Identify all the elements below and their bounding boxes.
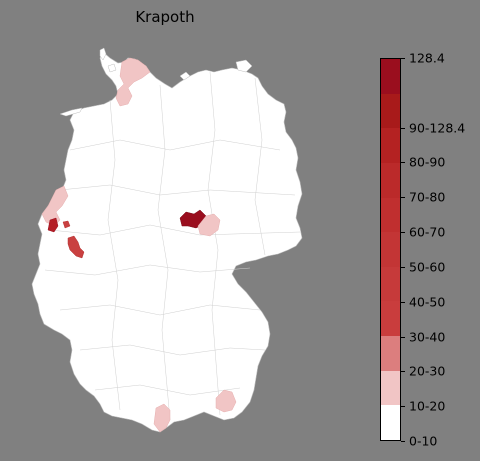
region-light-pink-southeast — [215, 389, 237, 413]
colorbar-segment — [381, 93, 400, 129]
colorbar-tick — [401, 336, 405, 338]
highlighted-regions — [41, 57, 237, 433]
region-dark-red-west — [47, 217, 59, 233]
colorbar-segment — [381, 197, 400, 233]
map-title: Krapoth — [135, 8, 195, 26]
district-borders — [44, 71, 301, 421]
colorbar-tick — [401, 127, 405, 129]
colorbar-label: 90-128.4 — [409, 120, 466, 136]
region-light-pink-central — [197, 213, 221, 237]
colorbar-tick — [401, 232, 405, 234]
colorbar-label: 70-80 — [409, 189, 446, 205]
colorbar — [380, 58, 401, 441]
colorbar-segment — [381, 336, 400, 371]
colorbar-tick — [401, 406, 405, 408]
colorbar-segment — [381, 301, 400, 337]
north-islands — [59, 47, 253, 117]
colorbar-label: 50-60 — [409, 259, 446, 275]
colorbar-segment — [381, 405, 400, 440]
colorbar-label: 40-50 — [409, 294, 446, 310]
region-light-pink-north — [115, 57, 151, 107]
colorbar-label: 20-30 — [409, 363, 446, 379]
colorbar-label: 0-10 — [409, 433, 438, 449]
region-red-west-small — [62, 220, 71, 229]
colorbar-label: 60-70 — [409, 224, 446, 240]
colorbar-tick — [401, 441, 405, 442]
colorbar-segment — [381, 162, 400, 198]
colorbar-tick — [401, 162, 405, 164]
colorbar-segment — [381, 232, 400, 267]
colorbar-segment — [381, 58, 400, 94]
colorbar-tick — [401, 58, 405, 59]
colorbar-segment — [381, 128, 400, 163]
colorbar-tick — [401, 197, 405, 199]
colorbar-label: 10-20 — [409, 398, 446, 414]
region-light-pink-south — [153, 403, 171, 433]
region-medium-red-west — [67, 235, 85, 259]
colorbar-segment — [381, 370, 400, 406]
colorbar-label: 30-40 — [409, 329, 446, 345]
colorbar-tick — [401, 301, 405, 303]
colorbar-tick — [401, 266, 405, 268]
colorbar-segment — [381, 266, 400, 302]
colorbar-label: 128.4 — [409, 50, 445, 66]
colorbar-label: 80-90 — [409, 154, 446, 170]
colorbar-tick — [401, 371, 405, 373]
